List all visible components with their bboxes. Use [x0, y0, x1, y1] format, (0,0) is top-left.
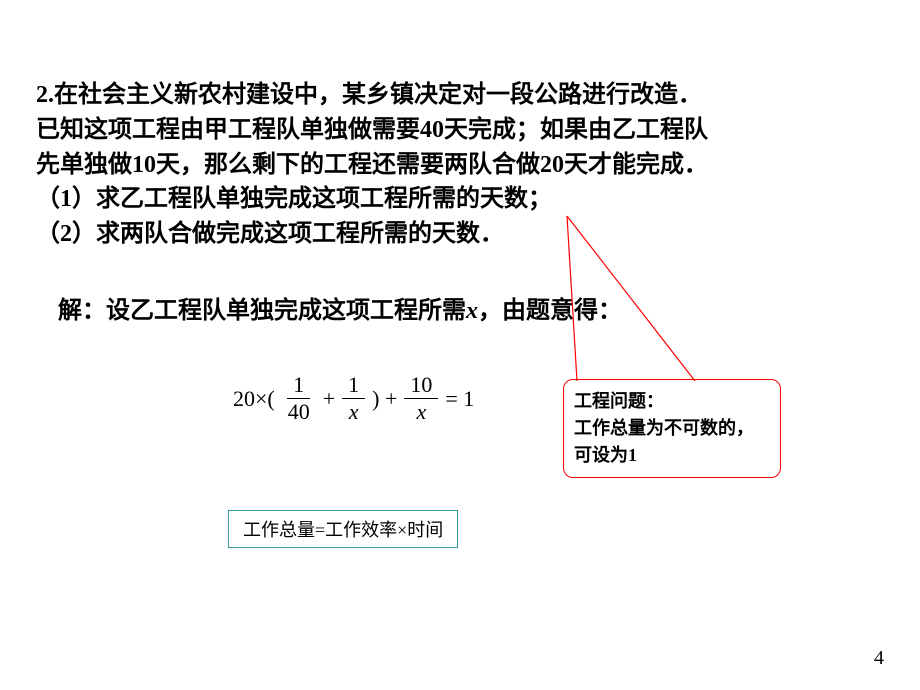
callout-line-3: 可设为1 [574, 442, 770, 469]
solution-setup: 解：设乙工程队单独完成这项工程所需x，由题意得： [58, 290, 622, 325]
eq-lead: 20×( [233, 386, 275, 412]
eq-f2-den: x [343, 399, 365, 425]
eq-f1-num: 1 [287, 372, 310, 399]
solution-suffix: ，由题意得： [478, 298, 622, 324]
eq-plus-1: + [323, 386, 335, 412]
eq-f3-den: x [411, 399, 433, 425]
equation: 20×( 1 40 + 1 x ) + 10 x = 1 [230, 372, 477, 426]
eq-frac-1: 1 40 [282, 372, 316, 426]
callout-box: 工程问题： 工作总量为不可数的， 可设为1 [563, 379, 781, 478]
formula-box: 工作总量=工作效率×时间 [228, 510, 458, 548]
problem-q1: （1）求乙工程队单独完成这项工程所需的天数； [36, 182, 886, 217]
eq-equals: = 1 [445, 386, 474, 412]
callout-line-1: 工程问题： [574, 388, 770, 415]
solution-var: x [466, 298, 478, 324]
eq-frac-2: 1 x [342, 372, 365, 426]
problem-line-2: 已知这项工程由甲工程队单独做需要40天完成；如果由乙工程队 [36, 113, 886, 148]
formula-text: 工作总量=工作效率×时间 [243, 520, 443, 540]
eq-f3-num: 10 [404, 372, 438, 399]
eq-f1-den: 40 [282, 399, 316, 425]
problem-line-3: 先单独做10天，那么剩下的工程还需要两队合做20天才能完成． [36, 148, 886, 183]
problem-q2: （2）求两队合做完成这项工程所需的天数． [36, 217, 886, 252]
eq-frac-3: 10 x [404, 372, 438, 426]
problem-statement: 2.在社会主义新农村建设中，某乡镇决定对一段公路进行改造． 已知这项工程由甲工程… [36, 78, 886, 252]
problem-line-1: 2.在社会主义新农村建设中，某乡镇决定对一段公路进行改造． [36, 78, 886, 113]
page-number: 4 [874, 647, 884, 670]
callout-line-2: 工作总量为不可数的， [574, 415, 770, 442]
eq-f2-num: 1 [342, 372, 365, 399]
solution-prefix: 解：设乙工程队单独完成这项工程所需 [58, 298, 466, 324]
eq-close: ) + [372, 386, 397, 412]
